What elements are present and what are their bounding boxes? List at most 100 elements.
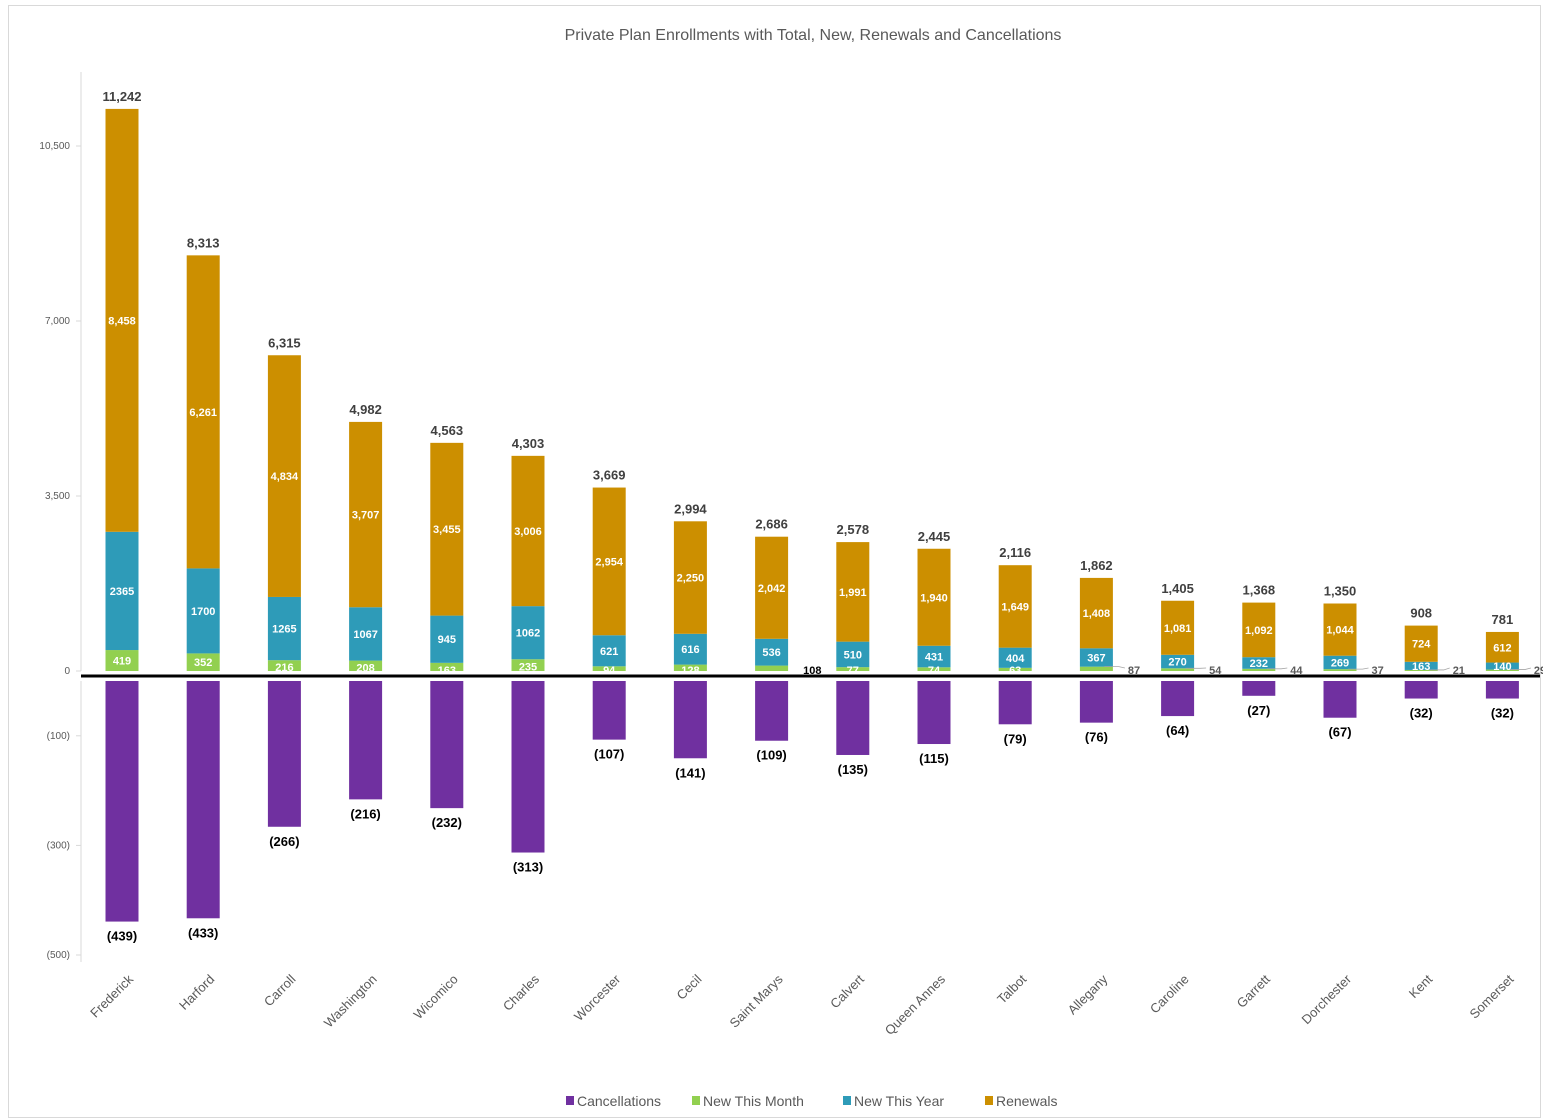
bar-new-this-month [1079, 666, 1113, 671]
legend-label: New This Month [703, 1093, 804, 1109]
bar-new-this-year [511, 606, 545, 660]
new-this-month-label: 352 [194, 657, 212, 669]
new-this-month-label: 235 [519, 661, 537, 673]
cancellations-label: (109) [756, 748, 786, 763]
bar-cancellations [349, 681, 383, 800]
legend: Cancellations New This Month New This Year… [566, 1093, 1057, 1109]
chart-title: Private Plan Enrollments with Total, New… [565, 27, 1062, 44]
total-label: 1,350 [1324, 584, 1357, 599]
renewals-label: 1,092 [1245, 625, 1273, 637]
bar-new-this-year [836, 641, 870, 668]
bar-renewals [511, 455, 545, 607]
cancellations-label: (141) [675, 765, 705, 780]
new-this-year-label: 232 [1250, 658, 1268, 670]
bar-cancellations [1161, 681, 1195, 717]
y-tick-label: 0 [64, 666, 70, 677]
bar-new-this-month [1161, 668, 1195, 671]
total-label: 2,578 [837, 522, 870, 537]
bar-new-this-year [1161, 654, 1195, 669]
category-label: Worcester [571, 971, 624, 1024]
new-this-month-label: 94 [603, 665, 616, 677]
bar-new-this-month [998, 667, 1032, 671]
bar-new-this-month [105, 650, 139, 671]
total-label: 1,862 [1080, 558, 1113, 573]
new-this-month-label: 108 [803, 665, 821, 677]
new-this-year-label: 1062 [516, 628, 540, 640]
leader-line [1266, 667, 1288, 670]
renewals-label: 2,250 [677, 573, 705, 585]
renewals-label: 2,042 [758, 583, 786, 595]
cancellations-label: (107) [594, 747, 624, 762]
bar-new-this-year [1485, 662, 1519, 670]
legend-swatch [692, 1096, 700, 1105]
renewals-label: 6,261 [189, 407, 217, 419]
cancellations-label: (27) [1247, 703, 1270, 718]
legend-label: New This Year [854, 1093, 944, 1109]
new-this-year-label: 1265 [272, 624, 296, 636]
category-label: Somerset [1467, 971, 1517, 1021]
renewals-label: 1,649 [1001, 601, 1029, 613]
category-label: Dorchester [1299, 971, 1355, 1027]
bar-new-this-month [430, 662, 464, 671]
bar-new-this-year [1079, 648, 1113, 667]
bar-cancellations [1404, 681, 1438, 699]
axes: 0 3,500 7,000 10,500 (100) (300) (500) [39, 72, 1540, 962]
leader-line [1348, 667, 1369, 670]
bar-new-this-month [917, 667, 951, 671]
bar-renewals [917, 548, 951, 646]
bar-renewals [1079, 577, 1113, 649]
category-label: Carroll [261, 971, 299, 1009]
new-this-month-label: 74 [928, 665, 941, 677]
bar-cancellations [917, 681, 951, 745]
renewals-label: 724 [1412, 639, 1431, 651]
new-this-year-label: 404 [1006, 653, 1025, 665]
bar-new-this-year [998, 647, 1032, 668]
category-label: Calvert [827, 971, 867, 1011]
new-this-year-label: 140 [1493, 661, 1511, 673]
bar-new-this-year [105, 531, 139, 651]
bar-new-this-year [186, 568, 220, 654]
category-label: Saint Marys [727, 971, 786, 1030]
new-this-year-label: 269 [1331, 657, 1349, 669]
y-tick-label: (500) [47, 950, 70, 961]
bar-cancellations [673, 681, 707, 759]
renewals-label: 8,458 [108, 315, 136, 327]
category-label: Garrett [1234, 971, 1273, 1010]
new-this-month-label: 21 [1453, 665, 1465, 677]
category-label: Washington [321, 972, 380, 1031]
bar-renewals [673, 521, 707, 634]
category-label: Harford [176, 972, 217, 1013]
renewals-label: 3,006 [514, 526, 542, 538]
bar-cancellations [186, 681, 220, 919]
renewals-label: 612 [1493, 642, 1511, 654]
bar-cancellations [836, 681, 870, 755]
bar-renewals [349, 421, 383, 608]
bars [105, 108, 1519, 922]
bar-new-this-year [1323, 655, 1357, 670]
new-this-year-label: 536 [762, 647, 780, 659]
bar-new-this-month [1242, 668, 1276, 671]
bar-new-this-month [755, 665, 789, 671]
category-label: Allegany [1065, 971, 1111, 1017]
renewals-label: 1,408 [1083, 608, 1111, 620]
cancellations-label: (67) [1328, 725, 1351, 740]
category-label: Wicomico [410, 972, 460, 1022]
bar-renewals [1242, 602, 1276, 658]
cancellations-label: (76) [1085, 730, 1108, 745]
renewals-label: 2,954 [595, 556, 623, 568]
bar-cancellations [998, 681, 1032, 725]
total-label: 2,994 [674, 501, 707, 516]
total-label: 6,315 [268, 335, 301, 350]
bar-new-this-month [1404, 669, 1438, 671]
bar-renewals [186, 255, 220, 569]
cancellations-label: (216) [350, 806, 380, 821]
legend-label: Cancellations [577, 1093, 661, 1109]
category-label: Frederick [87, 971, 136, 1020]
bar-cancellations [511, 681, 545, 853]
renewals-label: 1,940 [920, 592, 948, 604]
bar-renewals [836, 542, 870, 642]
total-label: 2,116 [999, 545, 1031, 560]
new-this-month-label: 87 [1128, 665, 1140, 677]
total-label: 11,242 [102, 89, 141, 104]
y-tick-label: 7,000 [45, 316, 70, 327]
